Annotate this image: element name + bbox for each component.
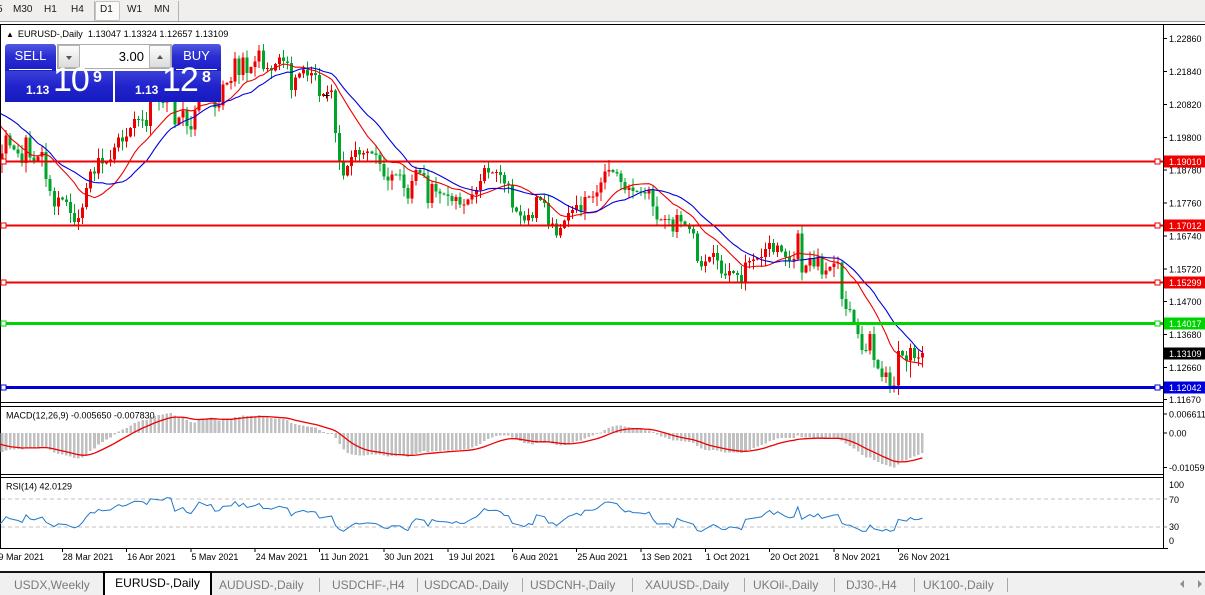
svg-text:0: 0 — [1169, 536, 1174, 546]
svg-text:6 Aug 2021: 6 Aug 2021 — [513, 552, 559, 560]
svg-text:1.15299: 1.15299 — [1169, 278, 1202, 288]
svg-text:1.14700: 1.14700 — [1169, 297, 1202, 307]
svg-text:28 Mar 2021: 28 Mar 2021 — [63, 552, 114, 560]
svg-text:0.00: 0.00 — [1169, 429, 1187, 439]
svg-text:1.12660: 1.12660 — [1169, 363, 1202, 373]
svg-text:70: 70 — [1169, 495, 1179, 505]
svg-text:5 May 2021: 5 May 2021 — [191, 552, 238, 560]
svg-text:1.13680: 1.13680 — [1169, 330, 1202, 340]
svg-text:1.19800: 1.19800 — [1169, 133, 1202, 143]
svg-text:1.11670: 1.11670 — [1169, 395, 1201, 405]
svg-text:1.16740: 1.16740 — [1169, 231, 1202, 241]
svg-text:1.15720: 1.15720 — [1169, 264, 1202, 274]
svg-text:25 Aug 2021: 25 Aug 2021 — [577, 552, 628, 560]
svg-text:1.21840: 1.21840 — [1169, 67, 1202, 77]
svg-text:8 Nov 2021: 8 Nov 2021 — [835, 552, 881, 560]
svg-text:100: 100 — [1169, 480, 1184, 490]
svg-text:1.12042: 1.12042 — [1169, 383, 1202, 393]
svg-text:1.22860: 1.22860 — [1169, 34, 1202, 44]
svg-text:19 Jul 2021: 19 Jul 2021 — [449, 552, 496, 560]
svg-text:9 Mar 2021: 9 Mar 2021 — [0, 552, 44, 560]
svg-text:MACD(12,26,9) -0.005650 -0.007: MACD(12,26,9) -0.005650 -0.007830 — [6, 410, 155, 420]
svg-text:RSI(14) 42.0129: RSI(14) 42.0129 — [6, 481, 72, 491]
svg-text:1.19010: 1.19010 — [1169, 157, 1202, 167]
svg-text:1 Oct 2021: 1 Oct 2021 — [706, 552, 750, 560]
svg-text:1.13109: 1.13109 — [1169, 349, 1202, 359]
svg-text:1.20820: 1.20820 — [1169, 100, 1202, 110]
svg-text:-0.010597: -0.010597 — [1169, 463, 1205, 473]
svg-text:13 Sep 2021: 13 Sep 2021 — [642, 552, 693, 560]
svg-text:30 Jun 2021: 30 Jun 2021 — [384, 552, 434, 560]
svg-text:20 Oct 2021: 20 Oct 2021 — [770, 552, 819, 560]
svg-text:1.17012: 1.17012 — [1169, 221, 1202, 231]
svg-text:11 Jun 2021: 11 Jun 2021 — [320, 552, 369, 560]
svg-text:1.14017: 1.14017 — [1169, 319, 1202, 329]
svg-text:1.18780: 1.18780 — [1169, 166, 1202, 176]
svg-text:24 May 2021: 24 May 2021 — [256, 552, 308, 560]
svg-text:16 Apr 2021: 16 Apr 2021 — [127, 552, 176, 560]
svg-text:26 Nov 2021: 26 Nov 2021 — [899, 552, 950, 560]
svg-text:30: 30 — [1169, 522, 1179, 532]
svg-text:1.17760: 1.17760 — [1169, 199, 1202, 209]
svg-text:0.006611: 0.006611 — [1169, 410, 1205, 420]
